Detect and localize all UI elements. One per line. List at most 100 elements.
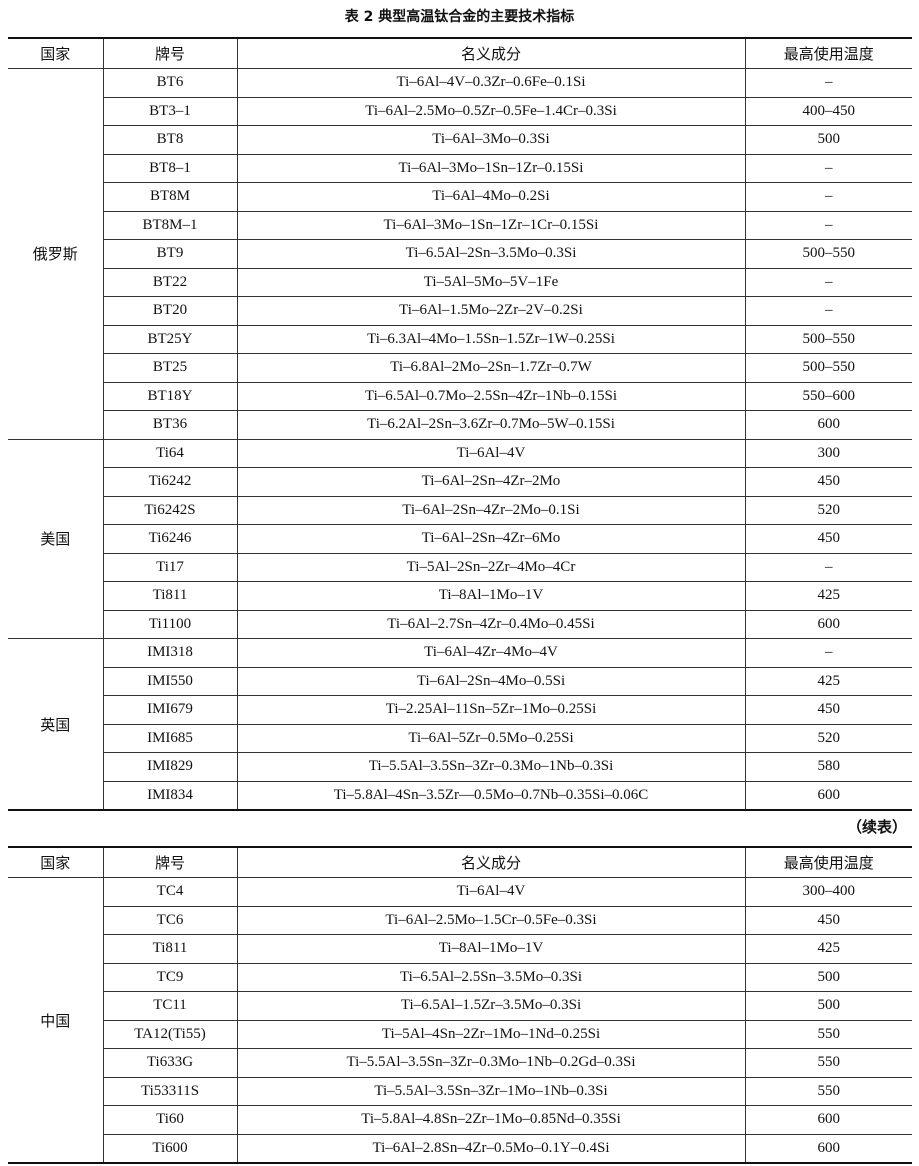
table-row: IMI834 Ti–5.8Al–4Sn–3.5Zr––0.5Mo–0.7Nb–0.…	[8, 780, 912, 811]
temperature-cell: –	[744, 552, 912, 582]
grade-cell: IMI829	[103, 752, 238, 782]
table-row: IMI829 Ti–5.5Al–3.5Sn–3Zr–0.3Mo–1Nb–0.3Si…	[8, 752, 912, 782]
header-cell: 国家	[8, 846, 104, 878]
composition-cell: Ti–6Al–3Mo–1Sn–1Zr–1Cr–0.15Si	[236, 210, 746, 240]
temperature-cell: 600	[744, 609, 912, 639]
table-row: BT25 Ti–6.8Al–2Mo–2Sn–1.7Zr–0.7W 500–550	[8, 353, 912, 383]
temperature-cell: 500	[744, 125, 912, 155]
grade-cell: TA12(Ti55)	[103, 1019, 238, 1049]
header-row: 国家 牌号 名义成分 最高使用温度	[8, 846, 912, 878]
composition-cell: Ti–6.3Al–4Mo–1.5Sn–1.5Zr–1W–0.25Si	[236, 324, 746, 354]
grade-cell: BT8M–1	[103, 210, 238, 240]
header-cell: 名义成分	[236, 37, 746, 69]
grade-cell: Ti17	[103, 552, 238, 582]
composition-cell: Ti–6Al–3Mo–1Sn–1Zr–0.15Si	[236, 153, 746, 183]
temperature-cell: 500–550	[744, 353, 912, 383]
table-row: BT20 Ti–6Al–1.5Mo–2Zr–2V–0.2Si –	[8, 296, 912, 326]
grade-cell: IMI679	[103, 695, 238, 725]
grade-cell: BT8	[103, 125, 238, 155]
composition-cell: Ti–8Al–1Mo–1V	[236, 581, 746, 611]
composition-cell: Ti–6Al–2.8Sn–4Zr–0.5Mo–0.1Y–0.4Si	[236, 1133, 746, 1164]
table-row: BT22 Ti–5Al–5Mo–5V–1Fe –	[8, 267, 912, 297]
temperature-cell: 600	[744, 1105, 912, 1135]
temperature-cell: 425	[744, 666, 912, 696]
composition-cell: Ti–6Al–1.5Mo–2Zr–2V–0.2Si	[236, 296, 746, 326]
table-row: BT3–1 Ti–6Al–2.5Mo–0.5Zr–0.5Fe–1.4Cr–0.3S…	[8, 96, 912, 126]
table-row: IMI685 Ti–6Al–5Zr–0.5Mo–0.25Si 520	[8, 723, 912, 753]
temperature-cell: 550	[744, 1019, 912, 1049]
temperature-cell: 450	[744, 695, 912, 725]
composition-cell: Ti–6Al–4V–0.3Zr–0.6Fe–0.1Si	[236, 68, 746, 98]
grade-cell: TC11	[103, 991, 238, 1021]
header-cell: 名义成分	[236, 846, 746, 878]
temperature-cell: –	[744, 68, 912, 98]
temperature-cell: –	[744, 182, 912, 212]
temperature-cell: –	[744, 153, 912, 183]
country-cell: 俄罗斯	[8, 68, 104, 440]
temperature-cell: 600	[744, 780, 912, 811]
grade-cell: IMI318	[102, 638, 238, 668]
composition-cell: Ti–6Al–2.7Sn–4Zr–0.4Mo–0.45Si	[236, 609, 746, 639]
composition-cell: Ti–6Al–2Sn–4Zr–6Mo	[236, 524, 746, 554]
table-row: BT36 Ti–6.2Al–2Sn–3.6Zr–0.7Mo–5W–0.15Si 60…	[8, 410, 912, 440]
continued-label: （续表）	[846, 818, 907, 836]
composition-cell: Ti–6Al–5Zr–0.5Mo–0.25Si	[236, 723, 746, 753]
composition-cell: Ti–5.8Al–4.8Sn–2Zr–1Mo–0.85Nd–0.35Si	[236, 1105, 746, 1135]
temperature-cell: 500–550	[744, 324, 912, 354]
composition-cell: Ti–6Al–4V	[236, 877, 746, 907]
grade-cell: BT8–1	[103, 153, 238, 183]
grade-cell: Ti811	[103, 934, 238, 964]
table-row: Ti1100 Ti–6Al–2.7Sn–4Zr–0.4Mo–0.45Si 600	[8, 609, 912, 639]
temperature-cell: –	[744, 267, 912, 297]
table-title: 表 2 典型高温钛合金的主要技术指标	[344, 9, 575, 25]
temperature-cell: –	[744, 638, 912, 668]
composition-cell: Ti–6Al–2Sn–4Zr–2Mo–0.1Si	[236, 495, 746, 525]
grade-cell: BT8M	[103, 182, 238, 212]
grade-cell: Ti6242S	[103, 495, 238, 525]
table-row: BT8M–1 Ti–6Al–3Mo–1Sn–1Zr–1Cr–0.15Si –	[8, 210, 912, 240]
composition-cell: Ti–6.5Al–2Sn–3.5Mo–0.3Si	[236, 239, 746, 269]
grade-cell: Ti6246	[103, 524, 238, 554]
temperature-cell: 600	[744, 410, 912, 440]
temperature-cell: 550	[744, 1048, 912, 1078]
composition-cell: Ti–6Al–2Sn–4Mo–0.5Si	[236, 666, 746, 696]
composition-cell: Ti–5Al–2Sn–2Zr–4Mo–4Cr	[236, 552, 746, 582]
composition-cell: Ti–6.5Al–2.5Sn–3.5Mo–0.3Si	[236, 962, 746, 992]
temperature-cell: 300–400	[744, 877, 912, 907]
table-row: Ti6246 Ti–6Al–2Sn–4Zr–6Mo 450	[8, 524, 912, 554]
temperature-cell: 600	[744, 1133, 912, 1164]
composition-cell: Ti–6.2Al–2Sn–3.6Zr–0.7Mo–5W–0.15Si	[236, 410, 746, 440]
header-cell: 牌号	[102, 37, 238, 69]
table-row: Ti811 Ti–8Al–1Mo–1V 425	[8, 934, 912, 964]
table-row: Ti811 Ti–8Al–1Mo–1V 425	[8, 581, 912, 611]
grade-cell: Ti633G	[103, 1048, 238, 1078]
table-row: 英国 IMI318 Ti–6Al–4Zr–4Mo–4V –	[8, 638, 912, 811]
composition-cell: Ti–8Al–1Mo–1V	[236, 934, 746, 964]
composition-cell: Ti–5.5Al–3.5Sn–3Zr–0.3Mo–1Nb–0.3Si	[236, 752, 746, 782]
composition-cell: Ti–5.5Al–3.5Sn–3Zr–0.3Mo–1Nb–0.2Gd–0.3Si	[236, 1048, 746, 1078]
table-row: 俄罗斯 BT6 Ti–6Al–4V–0.3Zr–0.6Fe–0.1Si –	[8, 68, 912, 440]
grade-cell: Ti6242	[103, 467, 238, 497]
grade-cell: BT18Y	[103, 381, 238, 411]
temperature-cell: 580	[744, 752, 912, 782]
composition-cell: Ti–5Al–4Sn–2Zr–1Mo–1Nd–0.25Si	[236, 1019, 746, 1049]
table-row: Ti17 Ti–5Al–2Sn–2Zr–4Mo–4Cr –	[8, 552, 912, 582]
header-cell: 国家	[8, 37, 104, 69]
country-cell: 英国	[8, 638, 104, 811]
temperature-cell: –	[744, 210, 912, 240]
temperature-cell: 500	[744, 962, 912, 992]
temperature-cell: 450	[744, 905, 912, 935]
grade-cell: IMI685	[103, 723, 238, 753]
composition-cell: Ti–6Al–2.5Mo–1.5Cr–0.5Fe–0.3Si	[236, 905, 746, 935]
table: 国家 牌号 名义成分 最高使用温度 中国 TC4 Ti–6Al–4V 300–400 TC6 Ti…	[8, 846, 912, 1164]
temperature-cell: 500	[744, 991, 912, 1021]
grade-cell: Ti64	[102, 438, 238, 468]
country-cell: 中国	[8, 877, 104, 1164]
temperature-cell: 520	[744, 723, 912, 753]
table-row: Ti53311S Ti–5.5Al–3.5Sn–3Zr–1Mo–1Nb–0.3Si…	[8, 1076, 912, 1106]
temperature-cell: 425	[744, 934, 912, 964]
header-cell: 最高使用温度	[744, 846, 912, 878]
composition-cell: Ti–6Al–2.5Mo–0.5Zr–0.5Fe–1.4Cr–0.3Si	[236, 96, 746, 126]
composition-cell: Ti–6Al–4Mo–0.2Si	[236, 182, 746, 212]
grade-cell: BT6	[102, 68, 238, 98]
